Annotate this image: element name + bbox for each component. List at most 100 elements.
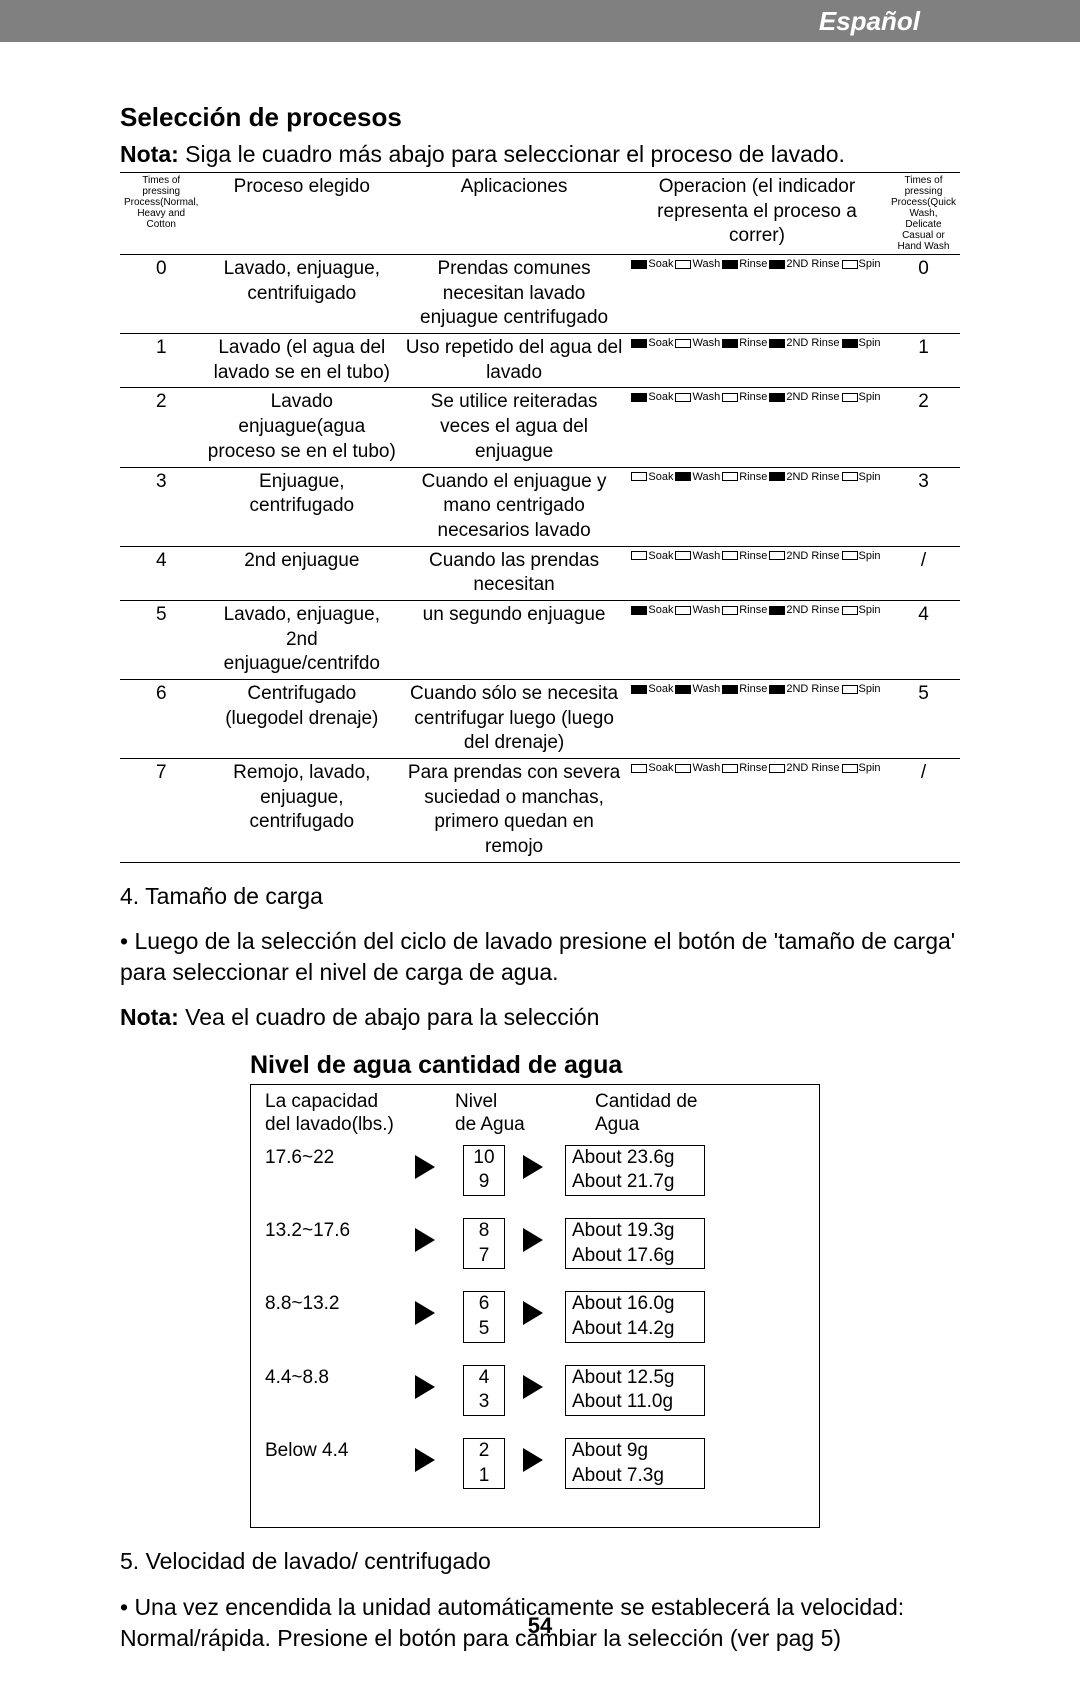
table-row: 0Lavado, enjuague,centrifuigadoPrendas c… — [120, 255, 960, 334]
row-num: 0 — [120, 255, 202, 334]
row-app: Cuando sólo se necesita centrifugar lueg… — [401, 680, 627, 759]
capacity: 8.8~13.2 — [265, 1291, 415, 1315]
row-right: 5 — [887, 680, 960, 759]
row-proc: Lavado, enjuague,2nd enjuague/centrifdo — [202, 600, 401, 679]
arrow-icon — [415, 1155, 435, 1179]
row-num: 2 — [120, 388, 202, 467]
col2-head: Proceso elegido — [202, 173, 401, 255]
arrow-icon — [415, 1228, 435, 1252]
water-row: 17.6~22 109 About 23.6gAbout 21.7g — [265, 1145, 805, 1196]
p-load-size: 4. Tamaño de carga — [120, 881, 960, 912]
water-head: La capacidad del lavado(lbs.) Nivel de A… — [265, 1091, 805, 1137]
capacity: Below 4.4 — [265, 1438, 415, 1462]
amount-box: About 19.3gAbout 17.6g — [565, 1218, 705, 1269]
level-box: 65 — [463, 1291, 505, 1342]
water-row: 13.2~17.6 87 About 19.3gAbout 17.6g — [265, 1218, 805, 1269]
water-row: 8.8~13.2 65 About 16.0gAbout 14.2g — [265, 1291, 805, 1342]
level-box: 21 — [463, 1438, 505, 1489]
water-row: 4.4~8.8 43 About 12.5gAbout 11.0g — [265, 1365, 805, 1416]
amount-box: About 9gAbout 7.3g — [565, 1438, 705, 1489]
col5-head: Times of pressing Process(Quick Wash, De… — [891, 175, 956, 252]
col3-head: Aplicaciones — [401, 173, 627, 255]
capacity: 4.4~8.8 — [265, 1365, 415, 1389]
arrow-icon — [523, 1228, 543, 1252]
section-title: Selección de procesos — [120, 102, 960, 133]
row-indicator: SoakWashRinse2ND RinseSpin — [627, 546, 887, 600]
table-row: 2Lavado enjuague(aguaproceso se en el tu… — [120, 388, 960, 467]
table-row: 1Lavado (el agua dellavado se en el tubo… — [120, 334, 960, 388]
row-right: 0 — [887, 255, 960, 334]
arrow-icon — [415, 1375, 435, 1399]
header-bar: Español — [0, 0, 1080, 42]
table-row: 6Centrifugado(luegodel drenaje)Cuando só… — [120, 680, 960, 759]
amount-box: About 16.0gAbout 14.2g — [565, 1291, 705, 1342]
capacity: 17.6~22 — [265, 1145, 415, 1169]
row-right: 3 — [887, 467, 960, 546]
col1-head: Times of pressing Process(Normal, Heavy … — [124, 175, 198, 230]
nota-label: Nota: — [120, 141, 179, 167]
row-proc: Remojo, lavado,enjuague, centrifugado — [202, 759, 401, 863]
row-indicator: SoakWashRinse2ND RinseSpin — [627, 680, 887, 759]
row-indicator: SoakWashRinse2ND RinseSpin — [627, 759, 887, 863]
arrow-icon — [523, 1155, 543, 1179]
language-label: Español — [819, 6, 920, 37]
row-proc: 2nd enjuague — [202, 546, 401, 600]
level-box: 87 — [463, 1218, 505, 1269]
row-num: 6 — [120, 680, 202, 759]
table-row: 42nd enjuagueCuando las prendas necesita… — [120, 546, 960, 600]
level-box: 109 — [463, 1145, 505, 1196]
row-num: 3 — [120, 467, 202, 546]
row-proc: Lavado enjuague(aguaproceso se en el tub… — [202, 388, 401, 467]
row-proc: Lavado, enjuague,centrifuigado — [202, 255, 401, 334]
row-app: Para prendas con severa suciedad o manch… — [401, 759, 627, 863]
capacity: 13.2~17.6 — [265, 1218, 415, 1242]
row-proc: Centrifugado(luegodel drenaje) — [202, 680, 401, 759]
nota-text: Siga le cuadro más abajo para selecciona… — [185, 141, 845, 167]
row-proc: Lavado (el agua dellavado se en el tubo) — [202, 334, 401, 388]
row-right: / — [887, 759, 960, 863]
arrow-icon — [523, 1375, 543, 1399]
row-num: 5 — [120, 600, 202, 679]
row-num: 7 — [120, 759, 202, 863]
row-indicator: SoakWashRinse2ND RinseSpin — [627, 255, 887, 334]
row-app: Uso repetido del agua del lavado — [401, 334, 627, 388]
row-app: Se utilice reiteradas veces el agua del … — [401, 388, 627, 467]
row-app: Prendas comunes necesitan lavado enjuagu… — [401, 255, 627, 334]
arrow-icon — [415, 1448, 435, 1472]
row-indicator: SoakWashRinse2ND RinseSpin — [627, 388, 887, 467]
row-num: 4 — [120, 546, 202, 600]
p-speed: 5. Velocidad de lavado/ centrifugado — [120, 1546, 960, 1577]
row-app: un segundo enjuague — [401, 600, 627, 679]
amount-box: About 12.5gAbout 11.0g — [565, 1365, 705, 1416]
table-row: 5Lavado, enjuague,2nd enjuague/centrifdo… — [120, 600, 960, 679]
water-row: Below 4.4 21 About 9gAbout 7.3g — [265, 1438, 805, 1489]
page-content: Selección de procesos Nota: Siga le cuad… — [0, 42, 1080, 1698]
row-proc: Enjuague, centrifugado — [202, 467, 401, 546]
col4-head: Operacion (el indicador representa el pr… — [627, 173, 887, 255]
water-table: La capacidad del lavado(lbs.) Nivel de A… — [250, 1084, 820, 1528]
arrow-icon — [523, 1301, 543, 1325]
water-title: Nivel de agua cantidad de agua — [120, 1051, 960, 1080]
arrow-icon — [523, 1448, 543, 1472]
level-box: 43 — [463, 1365, 505, 1416]
row-right: 4 — [887, 600, 960, 679]
amount-box: About 23.6gAbout 21.7g — [565, 1145, 705, 1196]
process-table: Times of pressing Process(Normal, Heavy … — [120, 172, 960, 863]
row-indicator: SoakWashRinse2ND RinseSpin — [627, 467, 887, 546]
row-right: 2 — [887, 388, 960, 467]
p-nota2: Nota: Vea el cuadro de abajo para la sel… — [120, 1002, 960, 1033]
table-row: 3Enjuague, centrifugadoCuando el enjuagu… — [120, 467, 960, 546]
row-right: / — [887, 546, 960, 600]
page-number: 54 — [0, 1613, 1080, 1639]
row-indicator: SoakWashRinse2ND RinseSpin — [627, 334, 887, 388]
row-app: Cuando el enjuague y mano centrigado nec… — [401, 467, 627, 546]
row-app: Cuando las prendas necesitan — [401, 546, 627, 600]
row-num: 1 — [120, 334, 202, 388]
arrow-icon — [415, 1301, 435, 1325]
table-row: 7Remojo, lavado,enjuague, centrifugadoPa… — [120, 759, 960, 863]
p-load-desc: • Luego de la selección del ciclo de lav… — [120, 926, 960, 988]
body-text-1: 4. Tamaño de carga • Luego de la selecci… — [120, 881, 960, 1033]
row-right: 1 — [887, 334, 960, 388]
nota-line: Nota: Siga le cuadro más abajo para sele… — [120, 141, 960, 168]
row-indicator: SoakWashRinse2ND RinseSpin — [627, 600, 887, 679]
